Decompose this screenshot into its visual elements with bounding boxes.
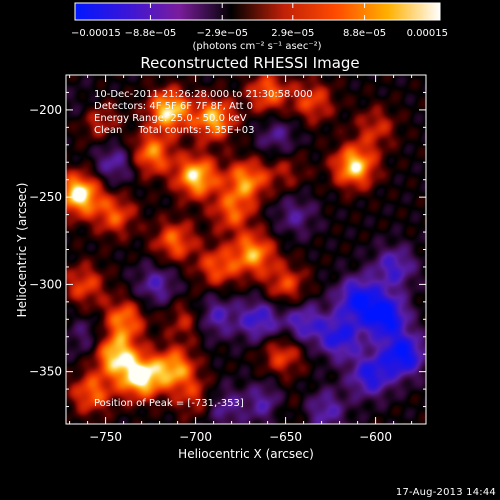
x-axis-ticks: −750 −700 −650 −600 <box>69 75 413 444</box>
y-axis-ticks: −200 −250 −300 −350 <box>29 74 426 408</box>
heatmap-canvas <box>66 75 426 424</box>
colorbar-tick-label: 8.8e−05 <box>343 28 386 39</box>
colorbar-tick-label: −2.9e−05 <box>196 28 248 39</box>
y-tick-label: −350 <box>29 365 62 379</box>
x-axis-label: Heliocentric X (arcsec) <box>178 447 314 461</box>
x-tick-label: −600 <box>359 430 392 444</box>
y-tick-label: −300 <box>29 277 62 291</box>
x-tick-label: −750 <box>89 430 122 444</box>
x-tick-label: −650 <box>269 430 302 444</box>
annotation-energy-range: Energy Range: 25.0 - 50.0 keV <box>94 113 247 124</box>
heatmap-image <box>66 75 426 424</box>
colorbar-tick-label: −8.8e−05 <box>125 28 177 39</box>
x-tick-label: −700 <box>179 430 212 444</box>
colorbar-tick-label: −0.00015 <box>71 28 121 39</box>
colorbar-gradient <box>74 2 441 21</box>
annotation-detectors: Detectors: 4F 5F 6F 7F 8F, Att 0 <box>94 101 253 112</box>
y-axis-label: Heliocentric Y (arcsec) <box>15 183 29 318</box>
annotation-clean-counts: Clean Total counts: 5.35E+03 <box>94 125 254 136</box>
plot-timestamp: 17-Aug-2013 14:44 <box>395 487 496 498</box>
colorbar-tick-label: 2.9e−05 <box>271 28 314 39</box>
colorbar-units: (photons cm⁻² s⁻¹ asec⁻²) <box>192 41 321 52</box>
y-tick-label: −250 <box>29 190 62 204</box>
colorbar-tick-label: 0.00015 <box>407 28 448 39</box>
y-tick-label: −200 <box>29 103 62 117</box>
annotation-time-range: 10-Dec-2011 21:26:28.000 to 21:30:58.000 <box>94 89 313 100</box>
colorbar: −0.00015 −8.8e−05 −2.9e−05 2.9e−05 8.8e−05 0.… <box>71 2 448 52</box>
colorbar-ticks: −0.00015 −8.8e−05 −2.9e−05 2.9e−05 8.8e−05 0.… <box>71 3 448 39</box>
annotation-block: 10-Dec-2011 21:26:28.000 to 21:30:58.000… <box>94 89 313 136</box>
chart-title: Reconstructed RHESSI Image <box>140 54 359 72</box>
plot-area: −750 −700 −650 −600 −200 −250 −300 −350 <box>29 74 427 444</box>
peak-position-label: Position of Peak = [-731,-353] <box>94 398 244 409</box>
